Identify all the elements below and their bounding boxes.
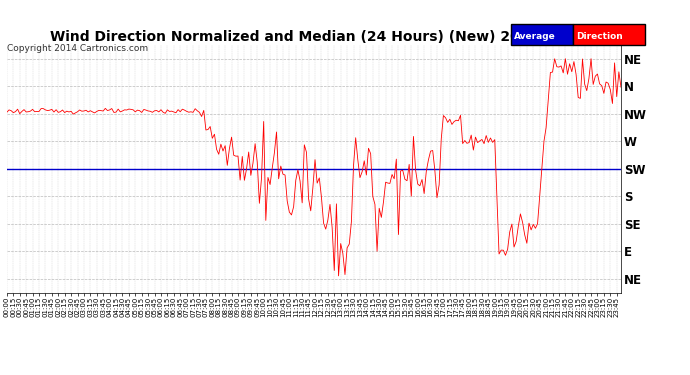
Text: Direction: Direction [576, 32, 623, 41]
Text: Copyright 2014 Cartronics.com: Copyright 2014 Cartronics.com [7, 44, 148, 52]
Title: Wind Direction Normalized and Median (24 Hours) (New) 20140411: Wind Direction Normalized and Median (24… [50, 30, 578, 44]
Text: Average: Average [514, 32, 556, 41]
